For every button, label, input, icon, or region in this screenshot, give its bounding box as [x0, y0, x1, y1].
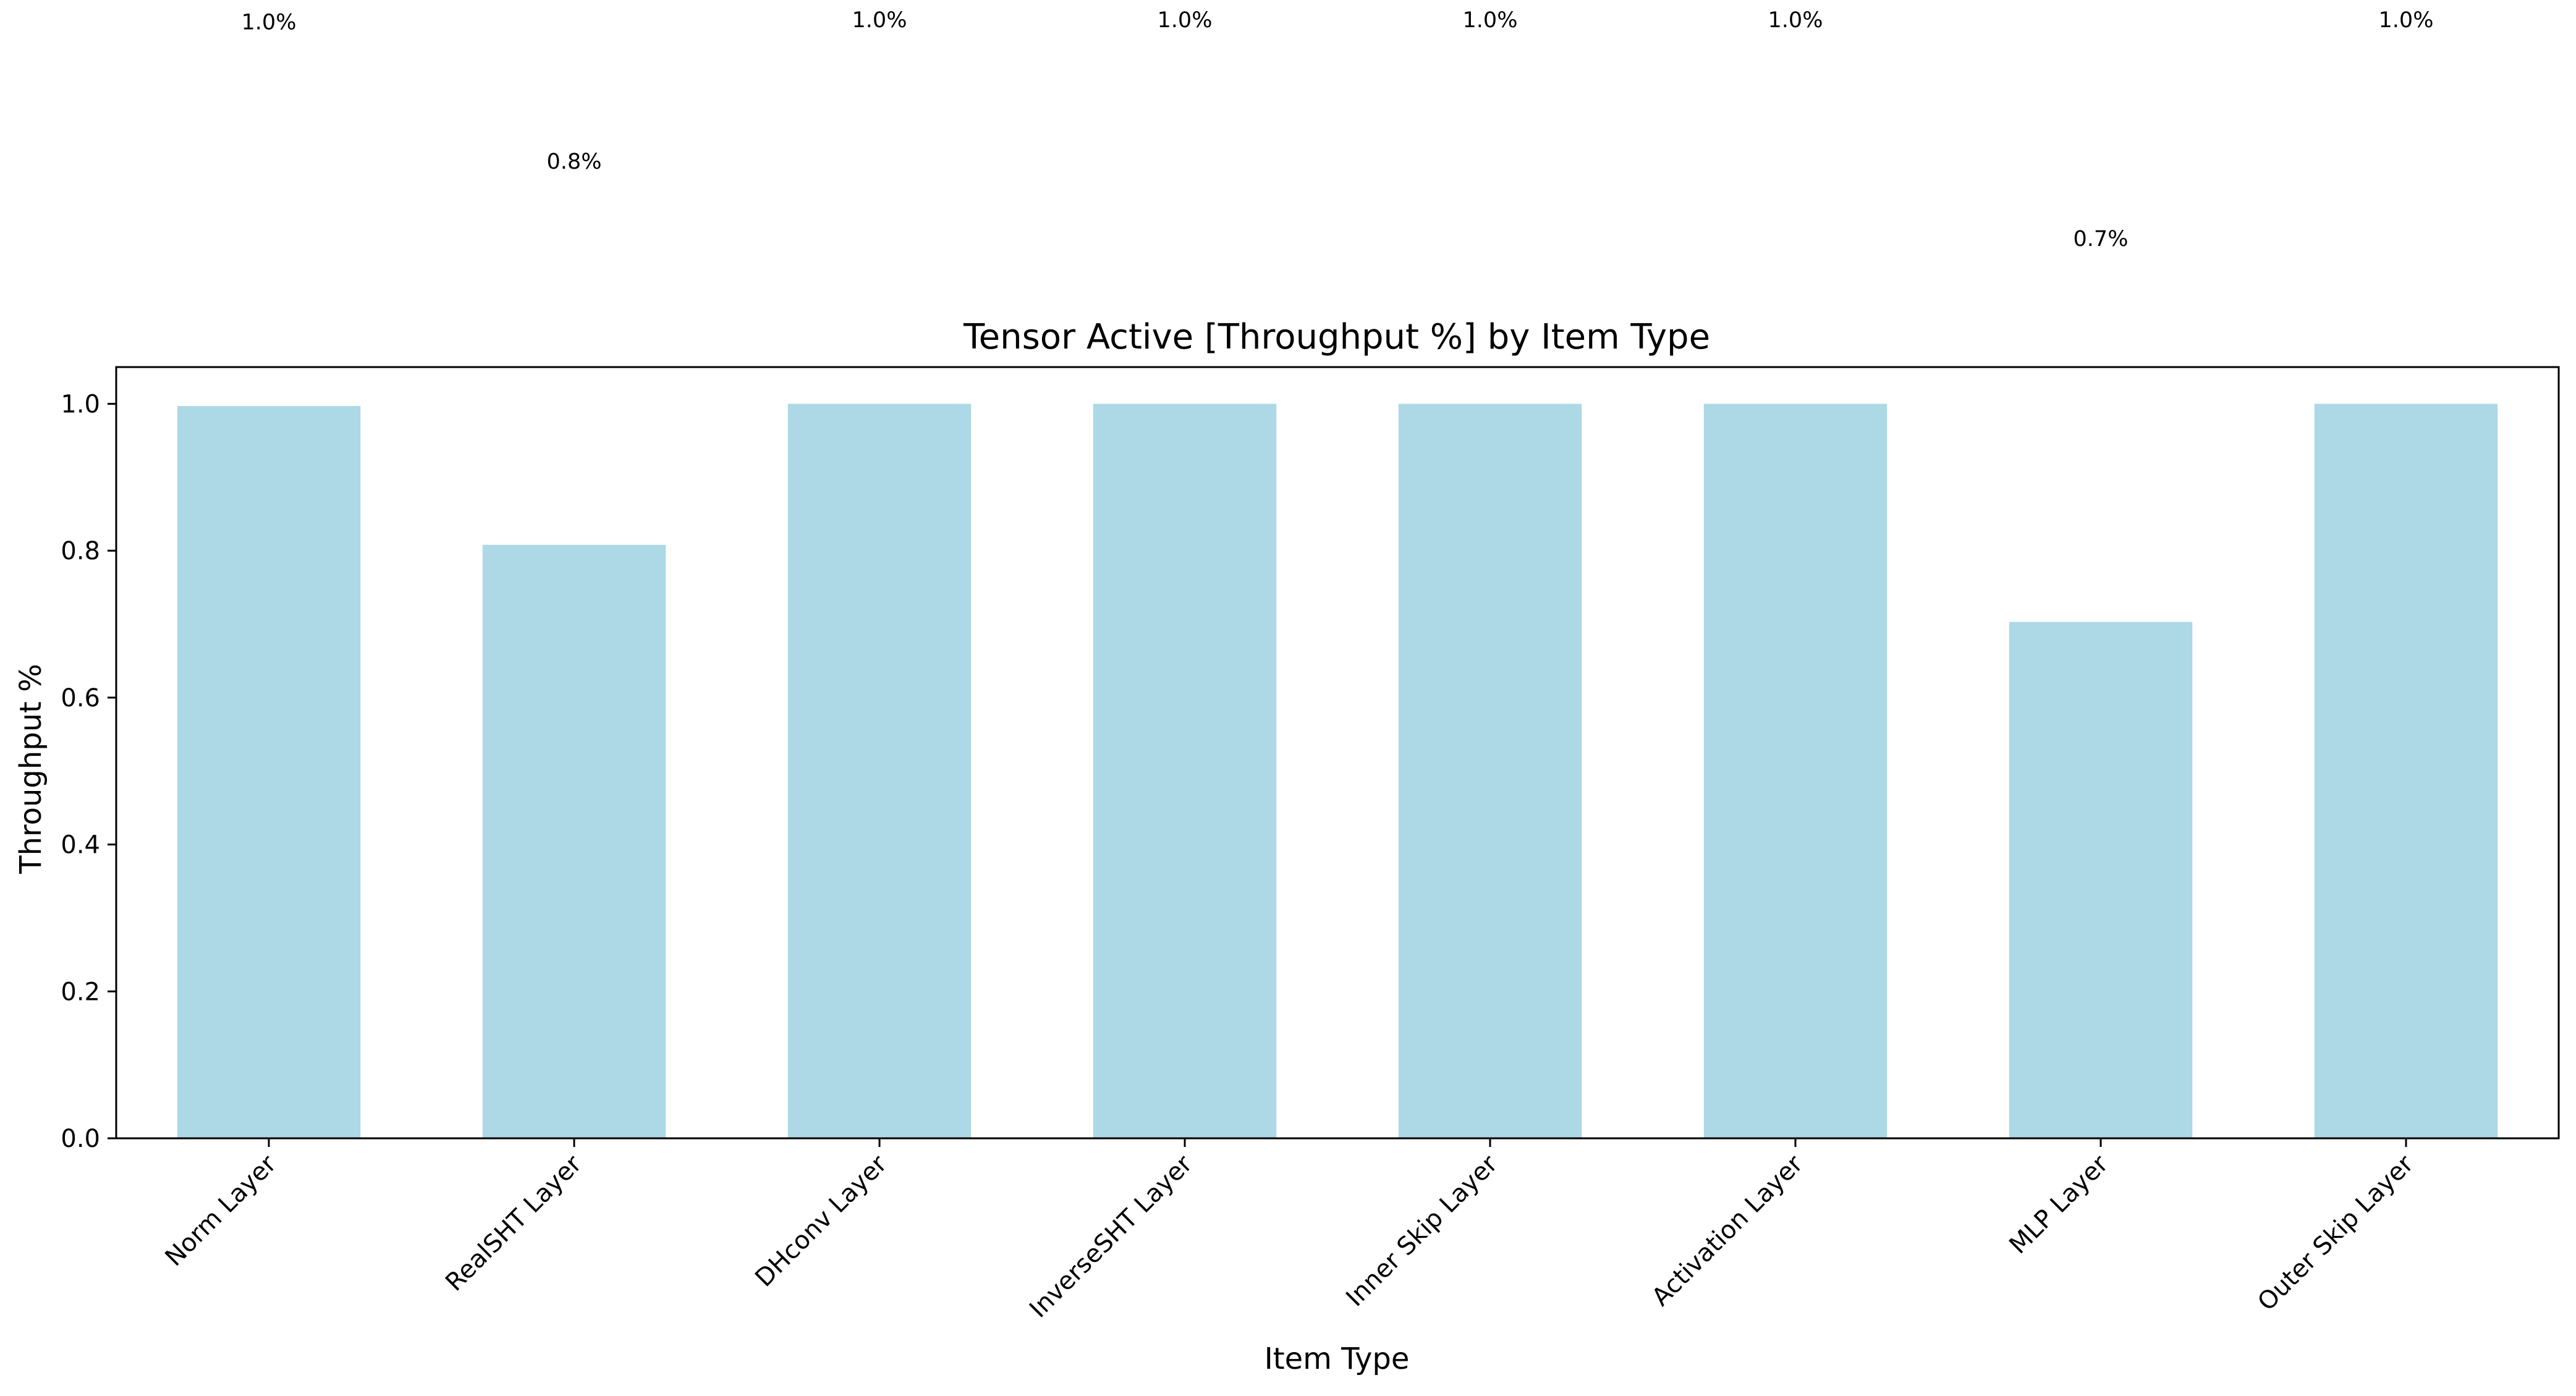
bars-layer [177, 404, 2498, 1138]
chart-title: Tensor Active [Throughput %] by Item Typ… [963, 317, 1710, 357]
bar-value-label: 1.0% [852, 8, 907, 33]
bar-value-label: 1.0% [1768, 8, 1823, 33]
x-tick-label: MLP Layer [2004, 1149, 2114, 1259]
x-tick-label: Norm Layer [160, 1149, 282, 1272]
y-axis-title: Throughput % [14, 664, 48, 874]
x-tick-label: Outer Skip Layer [2252, 1149, 2419, 1316]
bar [1093, 404, 1277, 1138]
bar-value-label: 1.0% [2379, 8, 2434, 33]
y-tick-label: 0.4 [61, 831, 100, 860]
y-tick-label: 1.0 [61, 390, 100, 418]
bar [1703, 404, 1888, 1138]
bar [177, 405, 361, 1138]
x-tick-label: RealSHT Layer [440, 1149, 587, 1297]
y-tick-label: 0.2 [61, 978, 100, 1006]
x-tick-label: Activation Layer [1646, 1149, 1808, 1311]
bar [482, 544, 666, 1138]
bar-value-label: 1.0% [1463, 8, 1518, 33]
x-tick-label: DHconv Layer [750, 1149, 892, 1292]
bar-value-label: 0.8% [547, 150, 602, 174]
bar [787, 404, 972, 1138]
bar [2314, 404, 2498, 1138]
x-axis: Norm Layer RealSHT Layer DHconv Layer Inver… [160, 1138, 2419, 1324]
plot-frame [115, 366, 2560, 1140]
y-tick-label: 0.6 [61, 684, 100, 713]
value-labels-layer: 1.0% 0.8% 1.0% 1.0% 1.0% 1.0% 0.7% 1.0% [242, 8, 2434, 252]
x-axis-title: Item Type [1265, 1342, 1410, 1376]
x-tick-label: Inner Skip Layer [1341, 1149, 1503, 1312]
bar [2009, 622, 2193, 1138]
bar-value-label: 1.0% [1158, 8, 1213, 33]
bar-value-label: 1.0% [242, 11, 297, 35]
x-tick-label: InverseSHT Layer [1024, 1149, 1198, 1323]
bar-value-label: 0.7% [2074, 227, 2129, 252]
bar [1398, 404, 1582, 1138]
y-axis: 0.0 0.2 0.4 0.6 0.8 1.0 [61, 390, 116, 1153]
y-tick-label: 0.0 [61, 1125, 100, 1153]
y-tick-label: 0.8 [61, 537, 100, 565]
